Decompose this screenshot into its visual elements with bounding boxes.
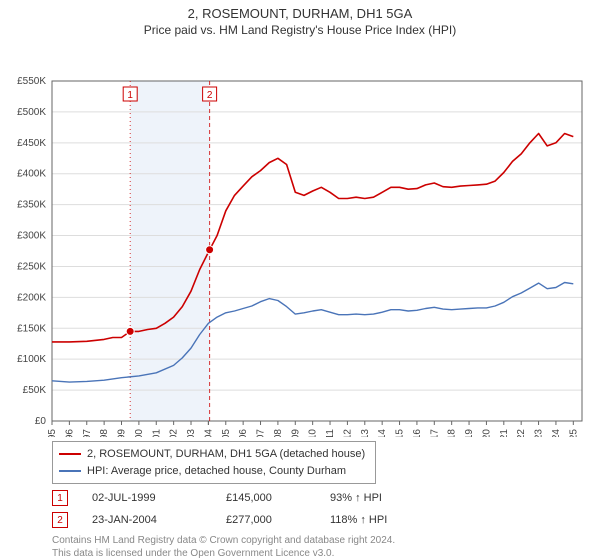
svg-text:2: 2	[207, 90, 213, 101]
svg-text:£400K: £400K	[17, 169, 46, 180]
marker-badge: 1	[52, 490, 68, 506]
svg-text:2013: 2013	[360, 429, 371, 437]
svg-text:2017: 2017	[429, 429, 440, 437]
svg-text:2019: 2019	[464, 429, 475, 437]
svg-text:2021: 2021	[499, 429, 510, 437]
svg-text:£50K: £50K	[23, 385, 47, 396]
svg-text:2018: 2018	[447, 429, 458, 437]
line-chart: £0 £50K £100K £150K £200K £250K £300K £350K £400…	[0, 37, 600, 437]
svg-text:£300K: £300K	[17, 231, 46, 242]
table-row: 2 23-JAN-2004 £277,000 118% ↑ HPI	[52, 512, 590, 528]
svg-text:2002: 2002	[169, 429, 180, 437]
svg-text:2005: 2005	[221, 429, 232, 437]
svg-text:£200K: £200K	[17, 292, 46, 303]
legend-item: HPI: Average price, detached house, Coun…	[59, 463, 369, 480]
page-subtitle: Price paid vs. HM Land Registry's House …	[0, 21, 600, 37]
marker-badge: 2	[52, 512, 68, 528]
svg-text:2000: 2000	[134, 429, 145, 437]
sale-price: £145,000	[226, 492, 306, 504]
svg-text:1: 1	[127, 90, 133, 101]
page-title: 2, ROSEMOUNT, DURHAM, DH1 5GA	[0, 0, 600, 21]
svg-text:2001: 2001	[151, 429, 162, 437]
svg-text:2015: 2015	[395, 429, 406, 437]
svg-text:1999: 1999	[117, 429, 128, 437]
svg-text:2010: 2010	[308, 429, 319, 437]
svg-text:2004: 2004	[203, 429, 214, 437]
svg-text:£450K: £450K	[17, 138, 46, 149]
svg-text:1997: 1997	[82, 429, 93, 437]
svg-text:1996: 1996	[64, 429, 75, 437]
footer: Contains HM Land Registry data © Crown c…	[52, 534, 590, 560]
legend-swatch	[59, 453, 81, 455]
svg-text:2006: 2006	[238, 429, 249, 437]
sale-price: £277,000	[226, 514, 306, 526]
sale-hpi: 93% ↑ HPI	[330, 492, 430, 504]
svg-text:2024: 2024	[551, 429, 562, 437]
svg-text:2012: 2012	[342, 429, 353, 437]
svg-text:2007: 2007	[256, 429, 267, 437]
svg-text:£500K: £500K	[17, 107, 46, 118]
legend-label: HPI: Average price, detached house, Coun…	[87, 463, 346, 480]
sale-markers-table: 1 02-JUL-1999 £145,000 93% ↑ HPI 2 23-JA…	[52, 490, 590, 528]
table-row: 1 02-JUL-1999 £145,000 93% ↑ HPI	[52, 490, 590, 506]
svg-text:1995: 1995	[47, 429, 58, 437]
svg-text:£100K: £100K	[17, 354, 46, 365]
svg-text:2009: 2009	[290, 429, 301, 437]
svg-text:2008: 2008	[273, 429, 284, 437]
svg-text:2022: 2022	[516, 429, 527, 437]
svg-text:2011: 2011	[325, 429, 336, 437]
svg-text:2003: 2003	[186, 429, 197, 437]
legend-item: 2, ROSEMOUNT, DURHAM, DH1 5GA (detached …	[59, 446, 369, 463]
sale-date: 02-JUL-1999	[92, 492, 202, 504]
chart-container: £0 £50K £100K £150K £200K £250K £300K £350K £400…	[0, 37, 600, 437]
legend-swatch	[59, 470, 81, 472]
svg-text:2025: 2025	[568, 429, 579, 437]
svg-text:£150K: £150K	[17, 323, 46, 334]
svg-text:1998: 1998	[99, 429, 110, 437]
legend: 2, ROSEMOUNT, DURHAM, DH1 5GA (detached …	[52, 441, 376, 484]
svg-text:2016: 2016	[412, 429, 423, 437]
footer-line: This data is licensed under the Open Gov…	[52, 547, 590, 560]
svg-text:£550K: £550K	[17, 76, 46, 87]
sale-date: 23-JAN-2004	[92, 514, 202, 526]
footer-line: Contains HM Land Registry data © Crown c…	[52, 534, 590, 547]
sale-hpi: 118% ↑ HPI	[330, 514, 430, 526]
svg-text:2014: 2014	[377, 429, 388, 437]
svg-text:£350K: £350K	[17, 200, 46, 211]
svg-text:2023: 2023	[534, 429, 545, 437]
svg-text:£250K: £250K	[17, 261, 46, 272]
svg-text:2020: 2020	[481, 429, 492, 437]
svg-text:£0: £0	[35, 416, 47, 427]
legend-label: 2, ROSEMOUNT, DURHAM, DH1 5GA (detached …	[87, 446, 365, 463]
